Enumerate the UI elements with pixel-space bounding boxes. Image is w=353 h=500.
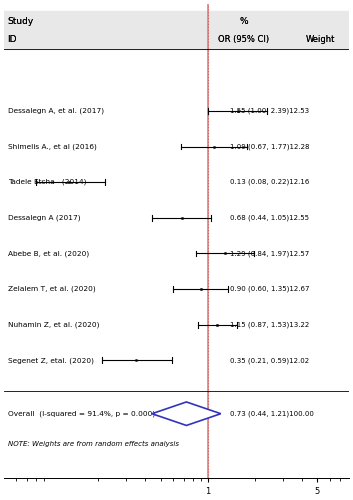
Text: 0.68 (0.44, 1.05)12.55: 0.68 (0.44, 1.05)12.55 bbox=[230, 214, 309, 221]
Bar bbox=[4, 12, 349, 49]
Text: OR (95% CI): OR (95% CI) bbox=[218, 36, 269, 44]
Text: 0.13 (0.08, 0.22)12.16: 0.13 (0.08, 0.22)12.16 bbox=[230, 179, 309, 186]
Text: NOTE: Weights are from random effects analysis: NOTE: Weights are from random effects an… bbox=[8, 441, 179, 447]
Text: Overall  (I-squared = 91.4%, p = 0.000): Overall (I-squared = 91.4%, p = 0.000) bbox=[8, 410, 155, 417]
Text: 0.73 (0.44, 1.21)100.00: 0.73 (0.44, 1.21)100.00 bbox=[230, 410, 314, 417]
Text: Dessalegn A, et al. (2017): Dessalegn A, et al. (2017) bbox=[8, 108, 104, 114]
Text: Weight: Weight bbox=[306, 36, 335, 44]
Text: %: % bbox=[239, 18, 248, 26]
Text: Study: Study bbox=[8, 18, 34, 26]
Text: Abebe B, et al. (2020): Abebe B, et al. (2020) bbox=[8, 250, 89, 256]
Text: %: % bbox=[239, 18, 248, 26]
Text: Zelalem T, et al. (2020): Zelalem T, et al. (2020) bbox=[8, 286, 95, 292]
Text: OR (95% CI): OR (95% CI) bbox=[218, 36, 269, 44]
Text: 0.90 (0.60, 1.35)12.67: 0.90 (0.60, 1.35)12.67 bbox=[230, 286, 310, 292]
Text: Dessalegn A (2017): Dessalegn A (2017) bbox=[8, 214, 80, 221]
Text: 0.35 (0.21, 0.59)12.02: 0.35 (0.21, 0.59)12.02 bbox=[230, 357, 309, 364]
Text: Shimelis A., et al (2016): Shimelis A., et al (2016) bbox=[8, 144, 96, 150]
Text: 1.15 (0.87, 1.53)13.22: 1.15 (0.87, 1.53)13.22 bbox=[230, 322, 309, 328]
Text: Weight: Weight bbox=[306, 36, 335, 44]
Text: ID: ID bbox=[8, 36, 17, 44]
Text: Study: Study bbox=[8, 18, 34, 26]
Text: 1.09 (0.67, 1.77)12.28: 1.09 (0.67, 1.77)12.28 bbox=[230, 144, 310, 150]
Text: ID: ID bbox=[8, 36, 17, 44]
Text: 1.55 (1.00, 2.39)12.53: 1.55 (1.00, 2.39)12.53 bbox=[230, 108, 309, 114]
Text: Segenet Z, etal. (2020): Segenet Z, etal. (2020) bbox=[8, 357, 94, 364]
Text: Tadele Etcha   (2014): Tadele Etcha (2014) bbox=[8, 179, 86, 186]
Text: Nuhamin Z, et al. (2020): Nuhamin Z, et al. (2020) bbox=[8, 322, 99, 328]
Polygon shape bbox=[152, 402, 221, 425]
Text: 1.29 (0.84, 1.97)12.57: 1.29 (0.84, 1.97)12.57 bbox=[230, 250, 309, 256]
